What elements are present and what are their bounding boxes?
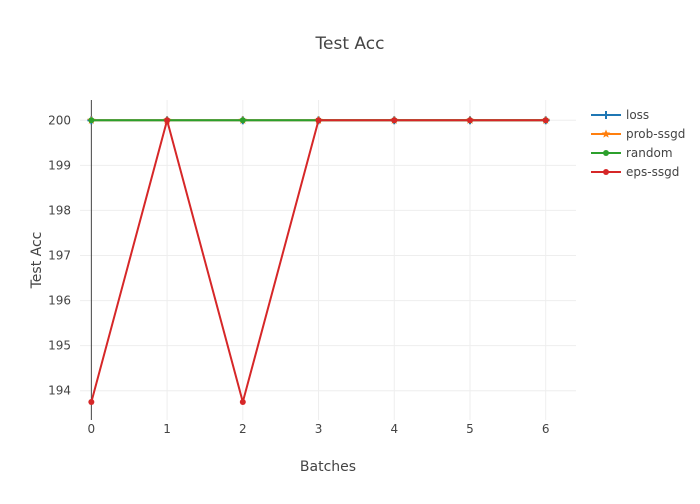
chart-title: Test Acc — [315, 34, 385, 54]
data-point-eps-ssgd — [542, 117, 549, 124]
y-tick-label: 199 — [48, 158, 71, 172]
y-tick-label: 197 — [48, 248, 71, 262]
x-tick-label: 1 — [163, 422, 171, 436]
legend-item-eps-ssgd[interactable]: eps-ssgd — [591, 165, 679, 179]
x-tick-label: 2 — [239, 422, 247, 436]
legend-marker — [603, 169, 609, 175]
y-tick-label: 198 — [48, 203, 71, 217]
legend-label: prob-ssgd — [626, 127, 685, 141]
y-tick-label: 200 — [48, 113, 71, 127]
x-tick-label: 6 — [542, 422, 550, 436]
y-axis-title: Test Acc — [29, 232, 45, 290]
y-tick-label: 195 — [48, 339, 71, 353]
legend-item-loss[interactable]: loss — [591, 108, 649, 122]
x-axis-title: Batches — [300, 459, 356, 475]
legend-marker — [603, 150, 609, 156]
legend-label: loss — [626, 108, 649, 122]
data-point-eps-ssgd — [88, 398, 95, 405]
data-point-random — [239, 117, 246, 124]
series-eps-ssgd — [88, 117, 549, 405]
legend-label: eps-ssgd — [626, 165, 679, 179]
data-point-eps-ssgd — [391, 117, 398, 124]
axis-layer: 194 195 196 197 198 199 200 0 1 2 3 4 5 6 — [48, 100, 550, 436]
x-tick-label: 4 — [390, 422, 398, 436]
y-tick-label: 196 — [48, 294, 71, 308]
legend-marker — [602, 111, 610, 119]
data-point-eps-ssgd — [466, 117, 473, 124]
x-tick-label: 0 — [88, 422, 96, 436]
legend-label: random — [626, 146, 673, 160]
data-point-eps-ssgd — [239, 398, 246, 405]
legend[interactable]: loss prob-ssgd random eps-ssgd — [591, 108, 685, 179]
x-tick-label: 3 — [315, 422, 323, 436]
data-point-eps-ssgd — [164, 117, 171, 124]
x-tick-label: 5 — [466, 422, 474, 436]
y-tick-label: 194 — [48, 384, 71, 398]
grid-layer — [80, 100, 576, 420]
data-point-random — [88, 117, 95, 124]
series-layer — [87, 115, 550, 405]
legend-marker — [601, 129, 611, 138]
legend-item-prob-ssgd[interactable]: prob-ssgd — [591, 127, 685, 141]
data-point-eps-ssgd — [315, 117, 322, 124]
legend-item-random[interactable]: random — [591, 146, 673, 160]
